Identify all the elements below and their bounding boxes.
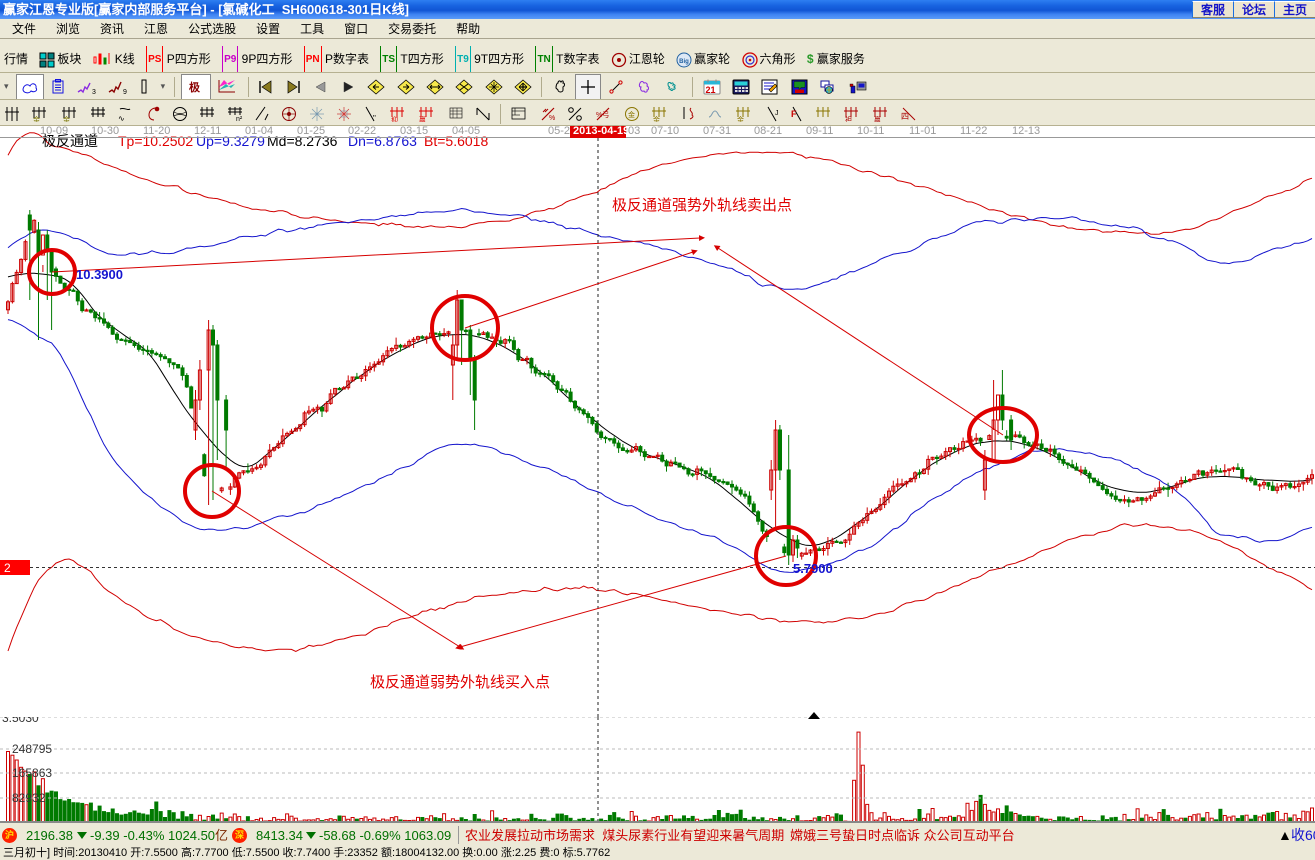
svg-text:金: 金 <box>628 110 635 119</box>
svg-text:赢: 赢 <box>419 115 426 122</box>
svg-text:12-11: 12-11 <box>194 126 221 137</box>
svg-text:248795: 248795 <box>12 742 52 756</box>
svg-text:07-31: 07-31 <box>703 126 731 137</box>
svg-text:01-25: 01-25 <box>297 126 325 137</box>
svg-text:袒: 袒 <box>845 115 852 122</box>
svg-text:07-10: 07-10 <box>651 126 679 137</box>
svg-text:01-04: 01-04 <box>245 126 273 137</box>
svg-text:21: 21 <box>705 85 715 95</box>
svg-text:10-09: 10-09 <box>40 126 68 137</box>
svg-text:极反通道弱势外轨线买入点: 极反通道弱势外轨线买入点 <box>370 674 550 691</box>
svg-text:2013-04-19: 2013-04-19 <box>573 126 629 137</box>
svg-text:9: 9 <box>123 89 127 95</box>
svg-text:08-21: 08-21 <box>754 126 782 137</box>
svg-text:03-15: 03-15 <box>400 126 428 137</box>
svg-text:82932: 82932 <box>12 791 46 805</box>
svg-text:2: 2 <box>4 561 11 575</box>
svg-text:11-01: 11-01 <box>909 126 936 137</box>
svg-text:11-22: 11-22 <box>960 126 987 137</box>
svg-text:%弓: %弓 <box>596 111 609 119</box>
svg-text:金: 金 <box>653 115 660 122</box>
svg-text:∿: ∿ <box>118 114 125 122</box>
svg-text:F: F <box>791 109 797 119</box>
svg-text:赢: 赢 <box>874 115 881 122</box>
svg-text:金: 金 <box>33 115 40 122</box>
svg-text:极反通道强势外轨线卖出点: 极反通道强势外轨线卖出点 <box>612 197 792 214</box>
svg-text:金: 金 <box>63 115 70 122</box>
svg-text:10.3900: 10.3900 <box>76 267 123 282</box>
svg-text:02-22: 02-22 <box>348 126 376 137</box>
svg-text:09-11: 09-11 <box>806 126 833 137</box>
svg-text:%: % <box>549 115 555 122</box>
svg-text:04-05: 04-05 <box>452 126 480 137</box>
svg-text:金: 金 <box>737 115 744 122</box>
svg-text:10-11: 10-11 <box>857 126 884 137</box>
svg-text:四: 四 <box>901 112 909 121</box>
svg-text:5.7900: 5.7900 <box>793 561 833 576</box>
svg-text:抑: 抑 <box>391 115 398 122</box>
svg-text:03: 03 <box>628 126 640 137</box>
svg-text:10-30: 10-30 <box>91 126 119 137</box>
svg-text:": " <box>373 114 376 122</box>
svg-text:3: 3 <box>92 89 96 95</box>
svg-text:J: J <box>775 110 779 117</box>
svg-text:Big: Big <box>679 59 689 65</box>
svg-text:n²: n² <box>236 116 243 122</box>
svg-text:12-13: 12-13 <box>1012 126 1040 137</box>
svg-text:极: 极 <box>189 80 201 94</box>
svg-text:11-20: 11-20 <box>143 126 170 137</box>
svg-text:165863: 165863 <box>12 766 52 780</box>
